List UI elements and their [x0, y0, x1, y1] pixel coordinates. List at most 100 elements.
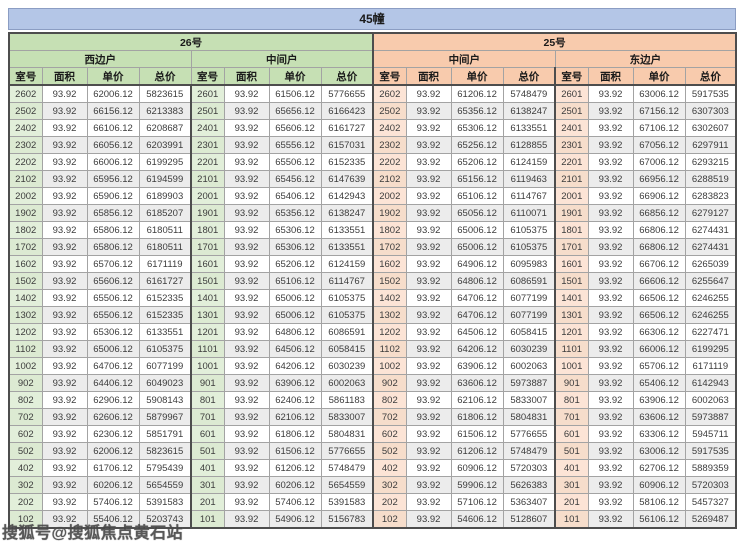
room-cell: 1302 [372, 306, 407, 324]
price-cell: 60206.12 [268, 476, 322, 494]
price-cell: 60206.12 [86, 476, 140, 494]
price-cell: 65506.12 [86, 289, 140, 307]
total-cell: 6105375 [320, 306, 375, 324]
room-cell: 2202 [8, 153, 43, 171]
price-cell: 66106.12 [86, 119, 140, 137]
room-cell: 201 [554, 493, 589, 511]
room-cell: 2602 [372, 84, 407, 103]
area-cell: 93.92 [223, 272, 270, 290]
area-cell: 93.92 [405, 442, 452, 460]
total-cell: 6213383 [138, 102, 192, 120]
area-cell: 93.92 [587, 493, 634, 511]
room-cell: 1101 [554, 340, 589, 358]
price-cell: 61506.12 [268, 84, 322, 103]
area-cell: 93.92 [587, 442, 634, 460]
total-cell: 6203991 [138, 136, 192, 154]
price-cell: 66306.12 [632, 323, 686, 341]
total-cell: 5156783 [320, 510, 375, 529]
unit-header-row: 26号 25号 [8, 32, 737, 51]
area-cell: 93.92 [587, 204, 634, 222]
area-cell: 93.92 [41, 493, 88, 511]
table-row: 2402 93.92 66106.12 6208687 2401 93.92 65606.1… [8, 119, 737, 137]
price-cell: 57406.12 [268, 493, 322, 511]
price-cell: 65356.12 [450, 102, 504, 120]
room-cell: 502 [8, 442, 43, 460]
room-cell: 1902 [372, 204, 407, 222]
price-cell: 65456.12 [268, 170, 322, 188]
total-cell: 6058415 [320, 340, 375, 358]
area-cell: 93.92 [405, 340, 452, 358]
total-cell: 5804831 [502, 408, 557, 426]
area-cell: 93.92 [41, 442, 88, 460]
price-cell: 64706.12 [450, 289, 504, 307]
total-cell: 6077199 [138, 357, 192, 375]
room-cell: 302 [8, 476, 43, 494]
price-cell: 62306.12 [86, 425, 140, 443]
room-cell: 2201 [554, 153, 589, 171]
room-cell: 102 [372, 510, 407, 529]
table-row: 602 93.92 62306.12 5851791 601 93.92 61806.12 5… [8, 425, 737, 443]
price-cell: 65206.12 [268, 255, 322, 273]
room-cell: 1101 [190, 340, 225, 358]
room-cell: 801 [190, 391, 225, 409]
price-cell: 65856.12 [86, 204, 140, 222]
total-cell: 6265039 [684, 255, 737, 273]
total-cell: 5973887 [502, 374, 557, 392]
room-cell: 2102 [372, 170, 407, 188]
area-cell: 93.92 [223, 306, 270, 324]
area-cell: 93.92 [223, 170, 270, 188]
total-cell: 6114767 [320, 272, 375, 290]
total-cell: 6105375 [502, 221, 557, 239]
total-cell: 6105375 [320, 289, 375, 307]
area-cell: 93.92 [223, 204, 270, 222]
total-cell: 5804831 [320, 425, 375, 443]
area-cell: 93.92 [587, 272, 634, 290]
price-cell: 63006.12 [632, 84, 686, 103]
area-cell: 93.92 [41, 119, 88, 137]
total-cell: 6227471 [684, 323, 737, 341]
room-cell: 402 [372, 459, 407, 477]
area-cell: 93.92 [223, 357, 270, 375]
total-cell: 6124159 [320, 255, 375, 273]
total-cell: 5776655 [320, 442, 375, 460]
price-cell: 64706.12 [86, 357, 140, 375]
room-cell: 1902 [8, 204, 43, 222]
room-cell: 1601 [554, 255, 589, 273]
total-cell: 5748479 [320, 459, 375, 477]
area-cell: 93.92 [587, 340, 634, 358]
area-cell: 93.92 [405, 102, 452, 120]
total-cell: 6138247 [502, 102, 557, 120]
area-cell: 93.92 [41, 476, 88, 494]
price-table: 26号 25号 西边户 中间户 中间户 东边户 室号 面积 单价 总价 室号 面… [8, 32, 738, 529]
price-cell: 65406.12 [268, 187, 322, 205]
total-cell: 5908143 [138, 391, 192, 409]
room-cell: 701 [554, 408, 589, 426]
price-cell: 67006.12 [632, 153, 686, 171]
price-cell: 54906.12 [268, 510, 322, 529]
room-cell: 1601 [190, 255, 225, 273]
total-cell: 6058415 [502, 323, 557, 341]
price-cell: 65306.12 [268, 238, 322, 256]
room-cell: 302 [372, 476, 407, 494]
price-cell: 63006.12 [632, 442, 686, 460]
area-cell: 93.92 [41, 510, 88, 529]
room-cell: 101 [190, 510, 225, 529]
price-cell: 60906.12 [450, 459, 504, 477]
col-header-total: 总价 [502, 67, 557, 86]
total-cell: 6152335 [138, 306, 192, 324]
area-cell: 93.92 [587, 136, 634, 154]
room-cell: 1401 [190, 289, 225, 307]
col-header-total: 总价 [320, 67, 375, 86]
price-cell: 65606.12 [86, 272, 140, 290]
total-cell: 5457327 [684, 493, 737, 511]
price-cell: 65106.12 [450, 187, 504, 205]
total-cell: 6152335 [138, 289, 192, 307]
area-cell: 93.92 [223, 374, 270, 392]
room-cell: 401 [554, 459, 589, 477]
price-cell: 65306.12 [450, 119, 504, 137]
price-cell: 65006.12 [450, 238, 504, 256]
total-cell: 6283823 [684, 187, 737, 205]
total-cell: 5776655 [502, 425, 557, 443]
total-cell: 6142943 [684, 374, 737, 392]
price-cell: 63906.12 [268, 374, 322, 392]
